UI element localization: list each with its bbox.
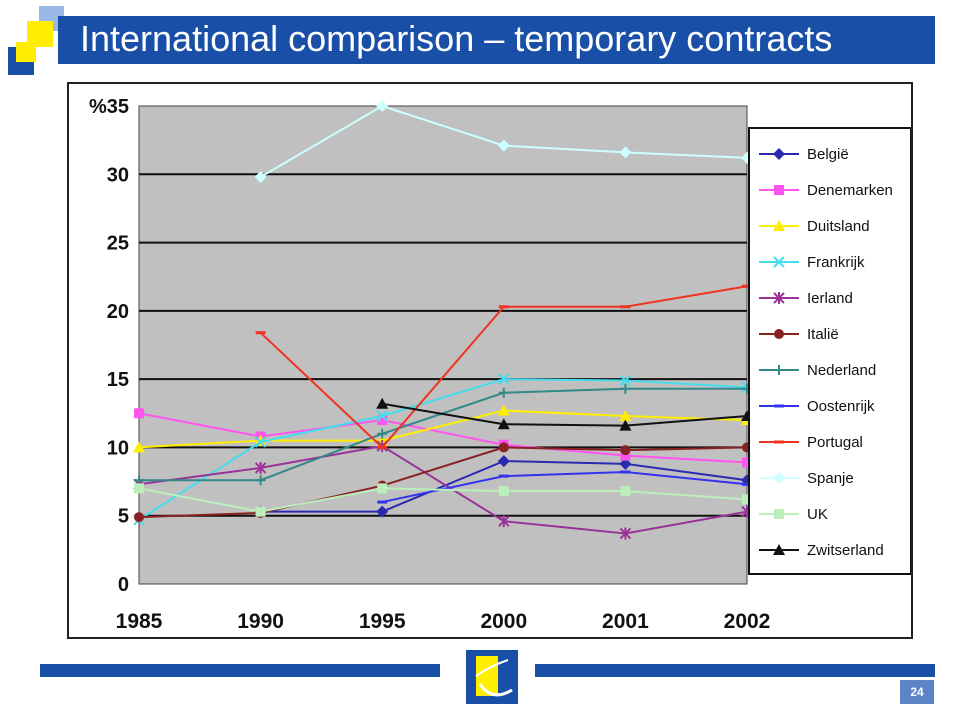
series-point-spanje — [619, 146, 632, 159]
legend-marker-belgi- — [773, 148, 785, 160]
series-line-itali- — [138, 446, 748, 519]
legend-label-uk: UK — [807, 506, 828, 523]
series-point-uk — [377, 483, 388, 494]
series-point-zwitserland — [497, 418, 510, 430]
legend-label-frankrijk: Frankrijk — [807, 254, 865, 271]
series-point-nederland — [255, 475, 266, 486]
series-point-belgi- — [497, 455, 510, 468]
y-tick-label: 20 — [107, 301, 129, 323]
series-point-ierland — [619, 527, 632, 540]
series-point-nederland — [498, 387, 509, 398]
series-point-itali- — [620, 445, 631, 456]
x-tick-label: 2000 — [480, 610, 527, 633]
y-tick-label: 25 — [107, 233, 129, 255]
series-point-duitsland — [619, 410, 632, 422]
series-point-spanje — [376, 100, 389, 112]
legend-marker-uk — [774, 509, 784, 519]
x-tick-label: 2002 — [724, 610, 771, 633]
series-line-denemarken — [138, 412, 748, 464]
page-title: International comparison – temporary con… — [80, 18, 833, 59]
legend-marker-denemarken — [774, 185, 784, 195]
series-point-nederland — [620, 383, 631, 394]
series-point-spanje — [497, 139, 510, 152]
series-point-uk — [620, 486, 631, 497]
legend-label-ierland: Ierland — [807, 290, 853, 307]
x-tick-label: 1995 — [359, 610, 406, 633]
y-tick-label: 10 — [107, 437, 129, 459]
legend-marker-itali- — [774, 329, 784, 339]
footer-bar-left — [40, 664, 440, 677]
series-point-frankrijk — [619, 374, 632, 387]
series-point-uk — [742, 494, 752, 505]
legend-marker-frankrijk — [773, 256, 785, 268]
legend-marker-nederland — [774, 365, 784, 375]
x-tick-label: 1985 — [116, 610, 163, 633]
series-line-duitsland — [138, 409, 748, 449]
series-point-uk — [134, 483, 144, 494]
footer-bar-right — [535, 664, 935, 677]
line-chart: %35 30 25 20 15 10 5 0 1985 1990 1995 2000 2001 2002 B… — [89, 96, 911, 633]
legend-label-nederland: Nederland — [807, 362, 876, 379]
legend-label-portugal: Portugal — [807, 434, 863, 451]
y-tick-label: %35 — [89, 96, 129, 118]
legend-label-duitsland: Duitsland — [807, 218, 870, 235]
legend-marker-zwitserland — [773, 544, 785, 555]
series-point-denemarken — [134, 408, 144, 419]
y-tick-label: 15 — [107, 369, 129, 391]
legend-label-spanje: Spanje — [807, 470, 854, 487]
series-point-nederland — [377, 428, 388, 439]
series-point-frankrijk — [376, 410, 388, 422]
legend-label-denemarken: Denemarken — [807, 182, 893, 199]
series-point-itali- — [134, 512, 144, 523]
series-point-denemarken — [620, 450, 631, 461]
series-point-ierland — [498, 515, 510, 528]
y-tick-label: 30 — [107, 164, 129, 186]
legend-label-oostenrijk: Oostenrijk — [807, 398, 875, 415]
legend-label-zwitserland: Zwitserland — [807, 542, 884, 559]
y-tick-label: 5 — [118, 506, 129, 528]
series-line-zwitserland — [382, 402, 748, 427]
logo-square-yellow-small — [16, 42, 36, 62]
series-point-frankrijk — [254, 436, 267, 448]
page-number: 24 — [900, 680, 934, 704]
x-tick-label: 2001 — [602, 610, 649, 633]
series-point-ierland — [254, 461, 267, 474]
series-point-duitsland — [497, 404, 510, 416]
chart-frame: %35 30 25 20 15 10 5 0 1985 1990 1995 2000 2001 2002 B… — [67, 82, 913, 639]
series-point-spanje — [254, 171, 267, 184]
series-point-itali- — [498, 442, 509, 453]
plot-area — [138, 105, 748, 585]
footer-logo-icon — [466, 650, 518, 704]
series-point-belgi- — [376, 505, 389, 518]
series-point-denemarken — [742, 457, 752, 468]
series-point-uk — [255, 506, 266, 517]
series-line-frankrijk — [138, 378, 748, 521]
series-point-frankrijk — [498, 373, 510, 385]
series-point-belgi- — [619, 457, 632, 470]
legend-label-itali-: Italië — [807, 326, 839, 343]
series-point-zwitserland — [619, 419, 632, 431]
series-point-denemarken — [377, 415, 388, 426]
legend-label-belgi-: België — [807, 146, 849, 163]
y-tick-label: 0 — [118, 574, 129, 596]
x-tick-label: 1990 — [237, 610, 284, 633]
title-bar — [58, 16, 935, 64]
series-line-ierland — [138, 445, 748, 535]
legend-marker-duitsland — [773, 220, 785, 231]
series-point-duitsland — [133, 441, 145, 453]
legend-marker-spanje — [773, 472, 785, 484]
legend-marker-ierland — [773, 292, 785, 304]
legend-box — [748, 127, 911, 575]
series-point-uk — [498, 486, 509, 497]
series-line-uk — [138, 487, 748, 513]
series-point-zwitserland — [376, 397, 389, 409]
